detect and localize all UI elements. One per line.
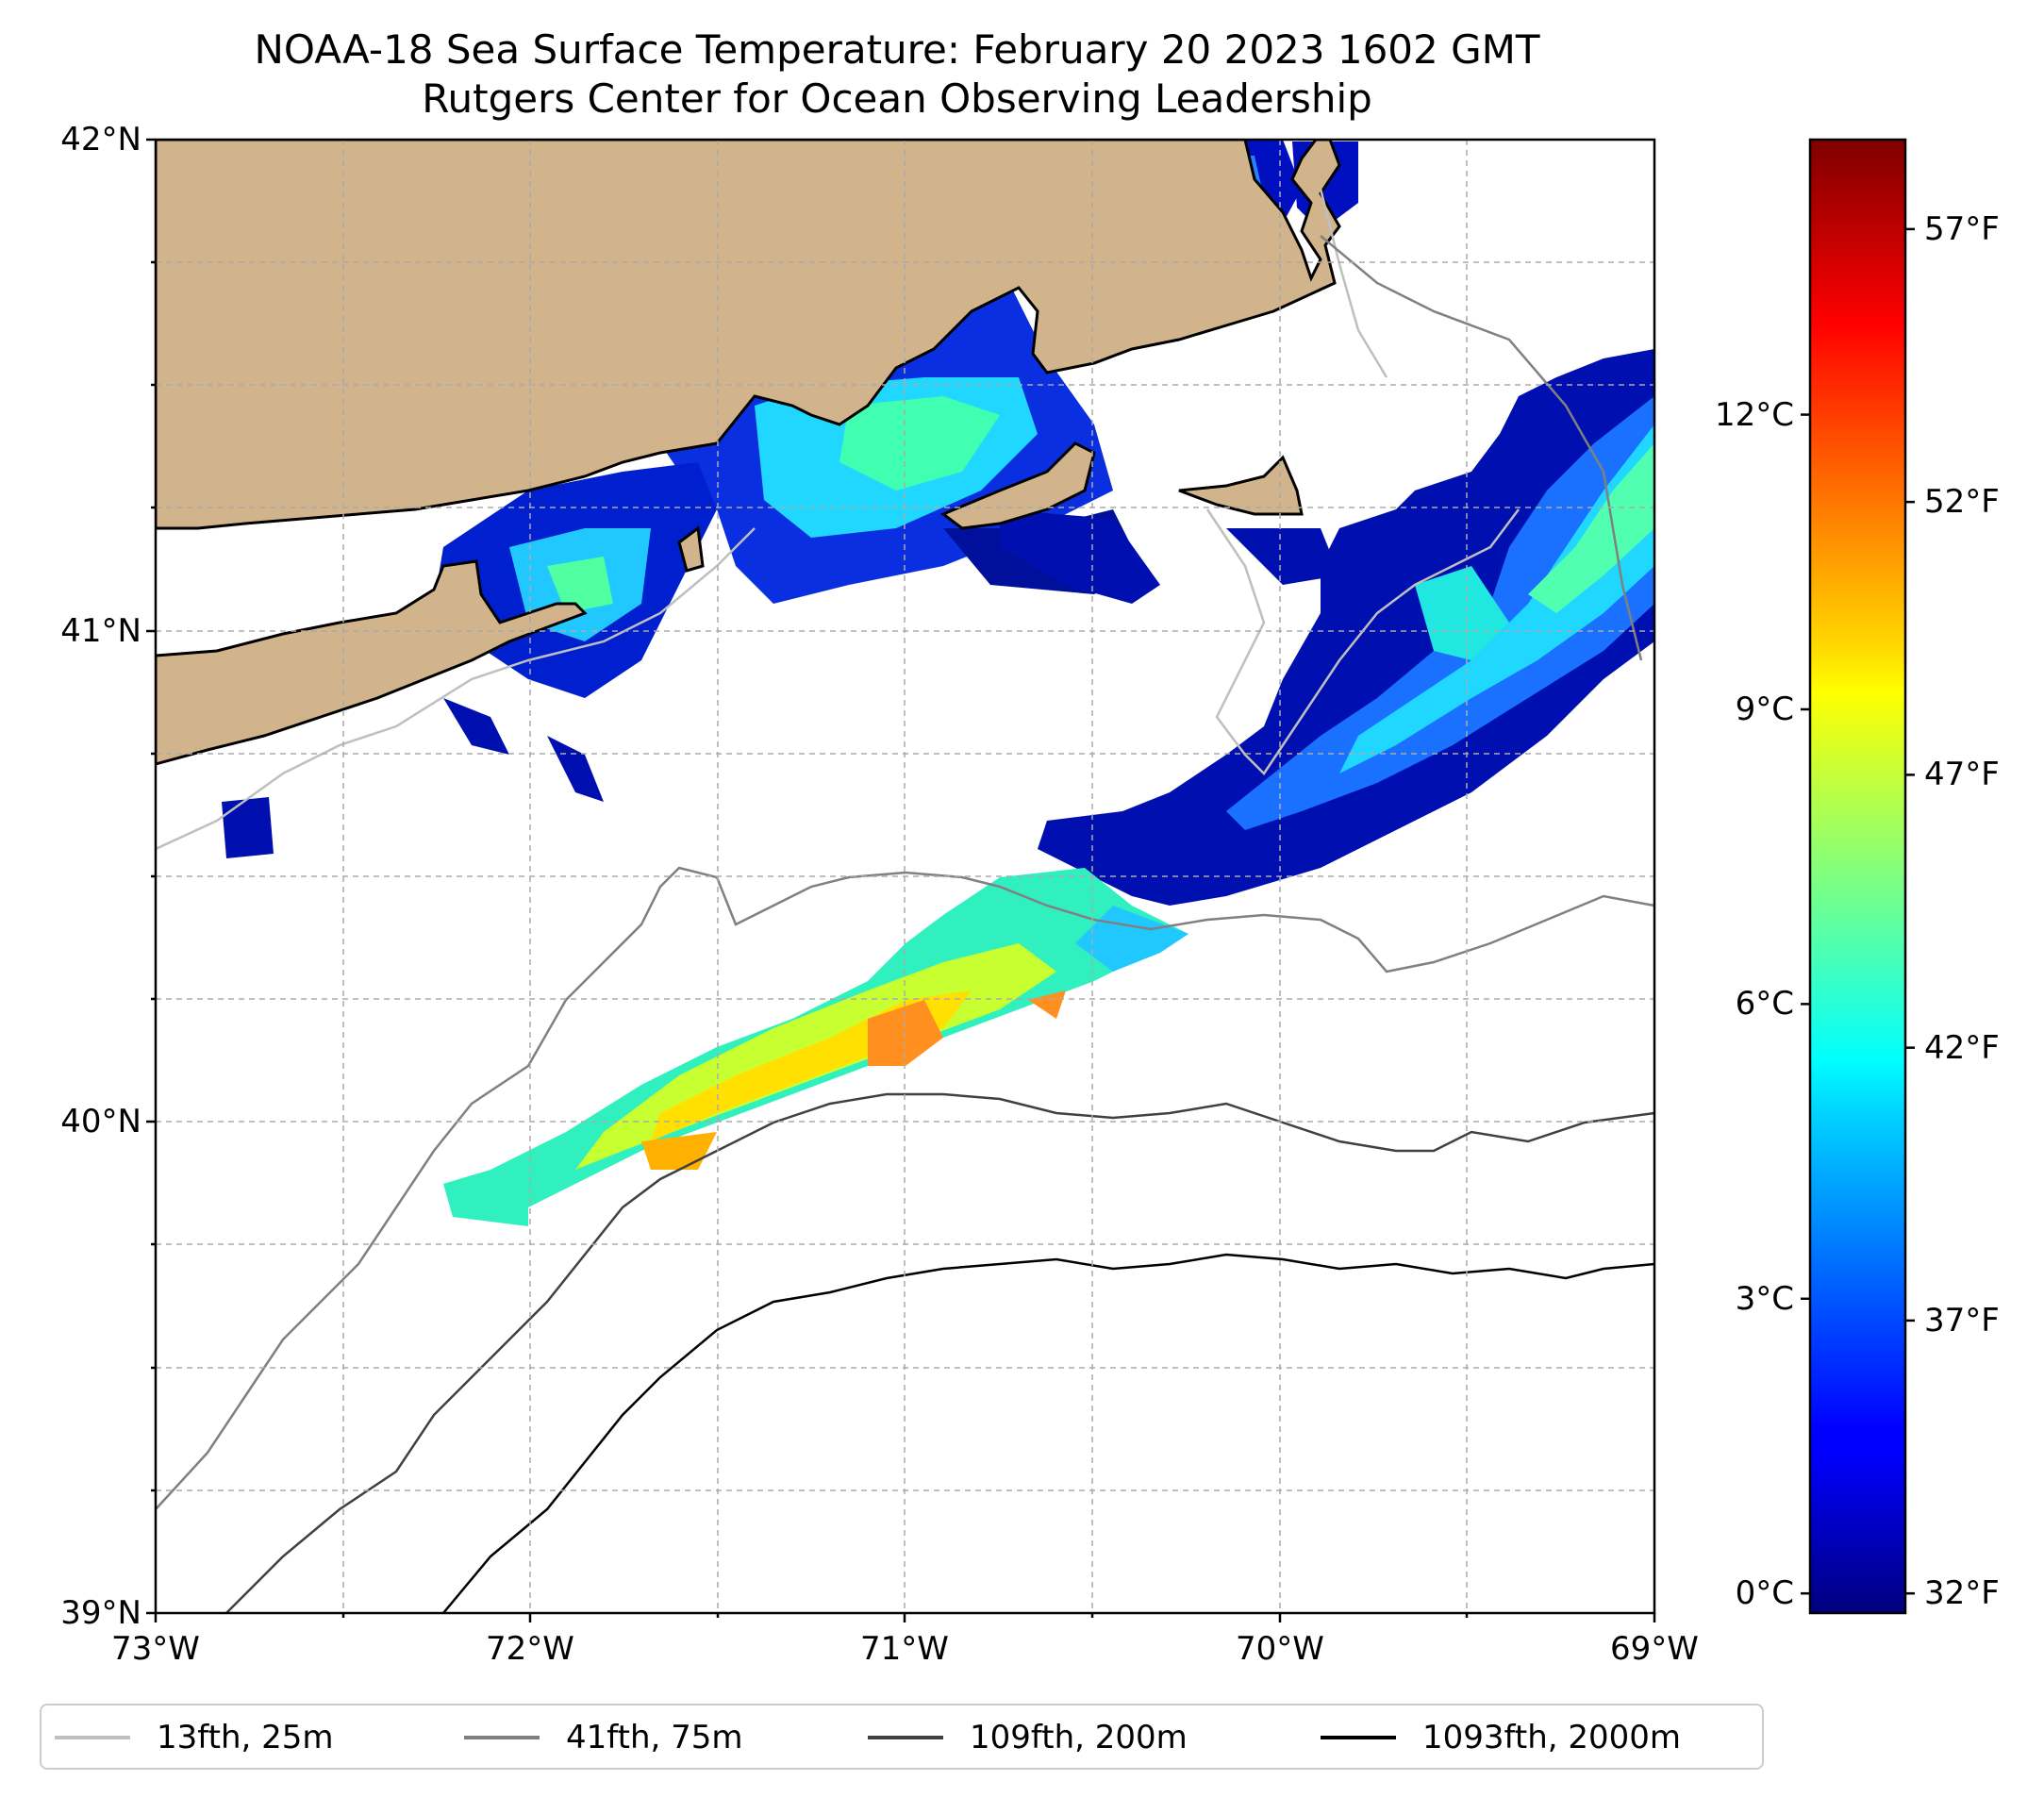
lat-label-41: 41°N bbox=[60, 612, 141, 650]
lon-label-72: 72°W bbox=[486, 1630, 574, 1668]
chart-subtitle: Rutgers Center for Ocean Observing Leade… bbox=[422, 75, 1372, 122]
land bbox=[156, 140, 1341, 766]
lat-label-42: 42°N bbox=[60, 121, 141, 158]
colorbar-label-c: 9°C bbox=[1735, 690, 1794, 728]
colorbar-label-c: 12°C bbox=[1714, 395, 1794, 434]
chart-title: NOAA-18 Sea Surface Temperature: Februar… bbox=[254, 26, 1540, 73]
legend-line-75m bbox=[464, 1736, 540, 1739]
legend-line-200m bbox=[868, 1736, 943, 1739]
lon-label-70: 70°W bbox=[1236, 1630, 1324, 1668]
colorbar-label-f: 47°F bbox=[1924, 756, 2000, 794]
legend-label: 13fth, 25m bbox=[157, 1719, 334, 1756]
colorbar-ticks bbox=[1801, 227, 1915, 1595]
colorbar bbox=[1808, 138, 1907, 1615]
colorbar-label-f: 32°F bbox=[1924, 1574, 2000, 1613]
colorbar-label-f: 57°F bbox=[1924, 209, 2000, 248]
legend-line-25m bbox=[55, 1736, 130, 1739]
lon-label-69: 69°W bbox=[1610, 1630, 1699, 1668]
colorbar-label-c: 6°C bbox=[1735, 985, 1794, 1023]
legend-item-25m: 13fth, 25m bbox=[55, 1717, 334, 1758]
legend-label: 109fth, 200m bbox=[970, 1719, 1188, 1756]
colorbar-label-f: 42°F bbox=[1924, 1028, 2000, 1067]
legend-label: 41fth, 75m bbox=[566, 1719, 743, 1756]
legend-label: 1093fth, 2000m bbox=[1422, 1719, 1682, 1756]
colorbar-label-f: 37°F bbox=[1924, 1301, 2000, 1339]
lon-label-71: 71°W bbox=[860, 1630, 949, 1668]
axis-ticks bbox=[146, 138, 1656, 1622]
legend-item-2000m: 1093fth, 2000m bbox=[1321, 1717, 1681, 1758]
isobath-200m bbox=[225, 1092, 1654, 1613]
colorbar-label-c: 0°C bbox=[1735, 1574, 1794, 1613]
isobath-2000m bbox=[442, 1253, 1654, 1613]
legend-line-2000m bbox=[1321, 1736, 1396, 1739]
legend-item-200m: 109fth, 200m bbox=[868, 1717, 1188, 1758]
colorbar-label-f: 52°F bbox=[1924, 483, 2000, 522]
legend-item-75m: 41fth, 75m bbox=[464, 1717, 743, 1758]
lon-label-73: 73°W bbox=[111, 1630, 200, 1668]
lat-label-39: 39°N bbox=[60, 1594, 141, 1632]
plot-area bbox=[156, 140, 1654, 1613]
depth-legend: 13fth, 25m 41fth, 75m 109fth, 200m 1093f… bbox=[40, 1704, 1764, 1770]
isobath-25m bbox=[156, 188, 1520, 851]
colorbar-label-c: 3°C bbox=[1735, 1279, 1794, 1318]
gridlines bbox=[156, 140, 1654, 1613]
isobath-75m bbox=[156, 235, 1654, 1510]
lat-label-40: 40°N bbox=[60, 1103, 141, 1140]
